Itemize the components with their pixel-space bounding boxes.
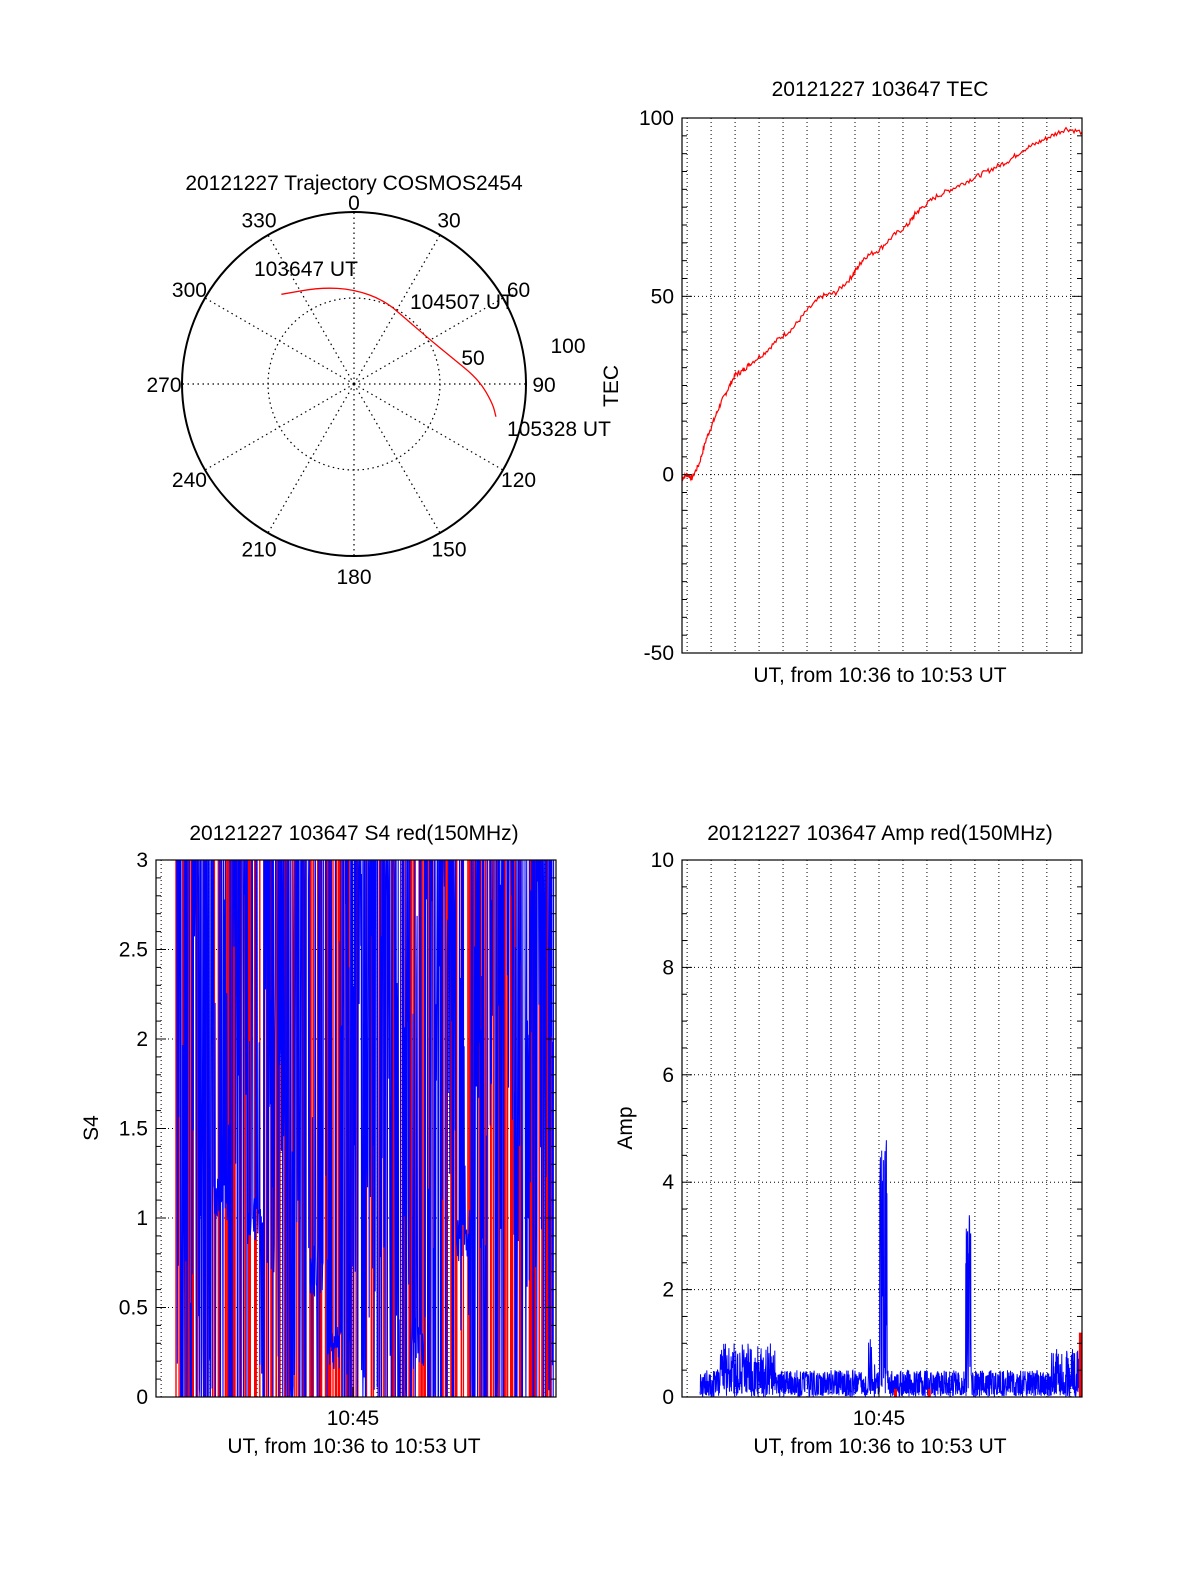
y-tick-label: 4	[662, 1171, 674, 1194]
s4-ylabel: S4	[80, 1115, 103, 1141]
y-tick-label: 2	[662, 1279, 674, 1302]
y-tick-label: 0	[136, 1386, 148, 1409]
polar-spoke	[267, 234, 355, 385]
polar-spoke	[353, 383, 504, 471]
y-tick-label: 6	[662, 1064, 674, 1087]
y-tick-label: 3	[136, 849, 148, 872]
tec-grid	[682, 117, 1082, 654]
tec-title: 20121227 103647 TEC	[772, 78, 989, 101]
polar-azimuth-label: 270	[146, 374, 181, 397]
trajectory-path	[281, 287, 497, 417]
polar-grid	[181, 211, 527, 557]
polar-outer-ring	[181, 211, 527, 557]
y-tick-label: 1.5	[119, 1118, 148, 1141]
s4-axes: 0 0.5 1 1.5 2 2.5 3 10:45	[119, 849, 557, 1430]
polar-azimuth-label: 150	[431, 539, 466, 562]
amp-xlabel: UT, from 10:36 to 10:53 UT	[753, 1435, 1006, 1458]
amp-series-lines	[699, 1140, 1083, 1398]
polar-spoke	[204, 297, 355, 385]
polar-azimuth-label: 120	[501, 469, 536, 492]
polar-azimuth-label: 180	[336, 566, 371, 589]
polar-azimuth-label: 300	[172, 279, 207, 302]
y-tick-label: 0.5	[119, 1297, 148, 1320]
polar-azimuth-label: 240	[172, 469, 207, 492]
y-tick-label: 100	[639, 107, 674, 130]
polar-azimuth-label: 60	[507, 279, 530, 302]
y-tick-label: -50	[644, 642, 674, 665]
x-tick-label: 10:45	[853, 1407, 906, 1430]
polar-ring-label: 100	[550, 335, 585, 358]
trajectory-annotation: 103647 UT	[254, 258, 358, 281]
tec-series-line	[681, 126, 1083, 482]
y-tick-label: 50	[651, 285, 674, 308]
polar-spoke	[353, 383, 441, 534]
amp-blue-trace	[699, 1140, 1083, 1398]
polar-azimuth-label: 30	[437, 209, 460, 232]
polar-trajectory-chart: 20121227 Trajectory COSMOS2454 0 30 60 90 12…	[146, 172, 623, 589]
polar-ring-label: 50	[461, 347, 484, 370]
trajectory-line	[281, 287, 497, 417]
y-tick-label: 2.5	[119, 939, 148, 962]
y-tick-label: 1	[136, 1207, 148, 1230]
y-tick-label: 0	[662, 464, 674, 487]
plot-frame	[681, 117, 1083, 654]
amp-axes: 0 2 4 6 8 10 10:45	[651, 849, 1083, 1430]
trajectory-annotation: 104507 UT	[410, 291, 514, 314]
s4-title: 20121227 103647 S4 red(150MHz)	[189, 822, 518, 845]
amp-chart: 20121227 103647 Amp red(150MHz) 0 2 4 6 8 10 1…	[614, 822, 1083, 1458]
s4-chart: 20121227 103647 S4 red(150MHz) 0 0.5 1 1.5 2…	[80, 822, 557, 1458]
polar-azimuth-label: 330	[241, 209, 276, 232]
y-tick-label: 2	[136, 1028, 148, 1051]
polar-spoke	[204, 383, 355, 471]
x-tick-label: 10:45	[327, 1407, 380, 1430]
y-tick-label: 0	[662, 1386, 674, 1409]
tec-trace	[681, 126, 1083, 482]
trajectory-annotations: 103647 UT 104507 UT 105328 UT	[254, 258, 611, 441]
tec-chart: 20121227 103647 TEC -50 0 50 100 UT, from 1…	[639, 78, 1083, 687]
polar-tec-label: TEC	[600, 365, 623, 407]
trajectory-annotation: 105328 UT	[507, 418, 611, 441]
polar-azimuth-label: 210	[241, 539, 276, 562]
polar-title: 20121227 Trajectory COSMOS2454	[185, 172, 523, 195]
polar-azimuth-labels: 0 30 60 90 120 150 180 210 240 270 300 330	[146, 192, 555, 589]
amp-grid	[682, 859, 1082, 1398]
y-tick-label: 10	[651, 849, 674, 872]
s4-series-lines	[175, 859, 555, 1398]
y-tick-label: 8	[662, 956, 674, 979]
tec-axes: -50 0 50 100	[639, 107, 1083, 665]
polar-azimuth-label: 90	[532, 374, 555, 397]
polar-azimuth-label: 0	[348, 192, 360, 215]
polar-spoke	[267, 383, 355, 534]
amp-ylabel: Amp	[614, 1106, 637, 1149]
tec-xlabel: UT, from 10:36 to 10:53 UT	[753, 664, 1006, 687]
polar-spoke	[353, 234, 441, 385]
polar-spoke	[353, 297, 504, 385]
polar-ring-labels: 50 100	[461, 335, 585, 370]
s4-xlabel: UT, from 10:36 to 10:53 UT	[227, 1435, 480, 1458]
amp-title: 20121227 103647 Amp red(150MHz)	[707, 822, 1053, 845]
